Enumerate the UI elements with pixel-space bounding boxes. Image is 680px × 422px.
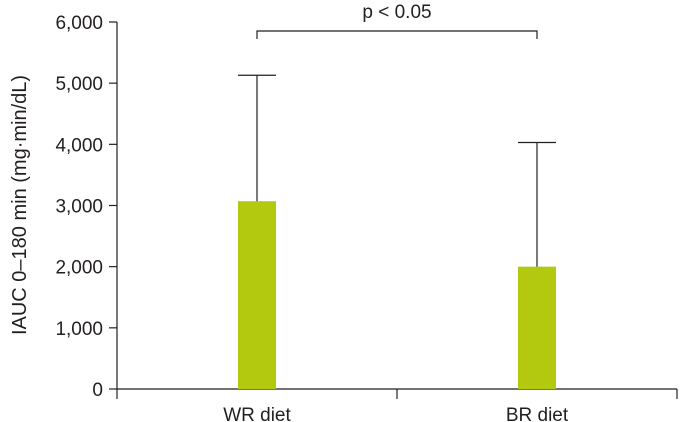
y-tick-label: 4,000 [55,135,103,156]
bar-br-diet [518,266,556,389]
labels: 0 1,000 2,000 3,000 4,000 5,000 6,000 WR diet BR… [55,13,568,422]
y-tick-label: 3,000 [55,197,103,218]
y-tick-label: 0 [92,380,103,401]
x-tick-label: BR diet [506,405,569,422]
bars [238,201,556,389]
axes [109,21,678,399]
y-tick-label: 5,000 [55,74,103,95]
y-tick-label: 1,000 [55,319,103,340]
significance-bracket-line [256,30,538,39]
error-bars [238,74,556,267]
significance-bracket: p < 0.05 [256,2,538,39]
x-tick-label: WR diet [223,405,291,422]
y-tick-label: 2,000 [55,258,103,279]
bar-wr-diet [238,201,276,389]
significance-label: p < 0.05 [362,2,431,23]
y-tick-label: 6,000 [55,13,103,34]
y-axis-label: IAUC 0–180 min (mg·min/dL) [9,75,31,335]
